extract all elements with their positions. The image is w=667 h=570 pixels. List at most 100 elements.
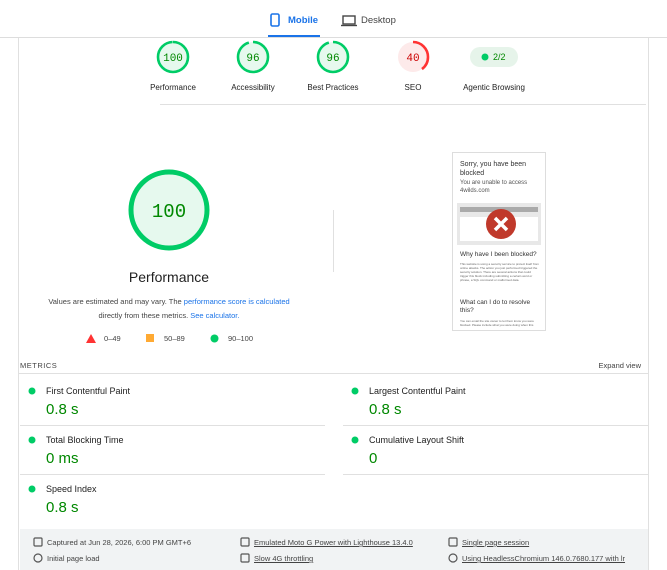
footer-icon [448, 537, 458, 547]
gauge-score: 96 [246, 53, 259, 65]
expand-view[interactable]: Expand view [598, 361, 641, 370]
metric-divider [20, 474, 325, 475]
ss-why-title: Why have I been blocked? [460, 251, 537, 258]
ss-subheading: You are unable to access 4wilds.com [460, 180, 528, 194]
category-gauge[interactable]: 100 [155, 39, 191, 75]
gauge-score: 40 [406, 53, 419, 65]
category-label: SEO [404, 83, 422, 92]
desktop-icon [341, 15, 357, 27]
gauge-score: 96 [326, 53, 339, 65]
calculator-link[interactable]: See calculator. [190, 311, 240, 320]
category-gauge[interactable]: 40 [395, 39, 431, 75]
legend-pass: 90–100 [228, 334, 254, 343]
gauge-fill [318, 42, 348, 72]
gauge-arc [128, 169, 210, 251]
footer-item: Initial page load [47, 554, 100, 563]
legend-average: 50–89 [164, 334, 185, 343]
footer-icon-shape [448, 537, 458, 547]
footer-icon [448, 553, 458, 563]
footer-icon-shape [240, 537, 250, 547]
gauge-fill [131, 172, 207, 248]
note-text: Values are estimated and may vary. The [48, 297, 184, 306]
mobile-icon [270, 13, 280, 27]
gauge-arc [396, 40, 430, 74]
metrics-title: METRICS [20, 361, 58, 370]
metric-value: 0 ms [46, 450, 79, 467]
gauge-arc [236, 40, 270, 74]
final-screenshot: Sorry, you have been blocked You are una… [452, 152, 546, 331]
gauge-score: 100 [163, 53, 183, 65]
gauge-arc [156, 40, 190, 74]
agentic-dot [481, 53, 489, 61]
border-right [648, 38, 649, 570]
category-gauge[interactable]: 96 [315, 39, 351, 75]
gauge-fill [398, 42, 428, 72]
footer-icon-shape [33, 537, 43, 547]
metric-value: 0 [369, 450, 378, 467]
ss-resolve-text: You can email the site owner to let them… [460, 319, 534, 327]
metric-divider [343, 474, 648, 475]
ss-error-icon [486, 209, 516, 239]
metric-pass-dot [28, 485, 36, 493]
metric-label: Largest Contentful Paint [369, 386, 466, 396]
metric-label: Speed Index [46, 484, 97, 494]
metric-pass-dot [351, 436, 359, 444]
legend-fail-icon [86, 334, 96, 343]
metric-icon [28, 485, 36, 493]
metric-pass-dot [28, 387, 36, 395]
performance-note: Values are estimated and may vary. The p… [30, 295, 308, 323]
tab-desktop[interactable]: Desktop [361, 15, 396, 26]
footer-item[interactable]: Using HeadlessChromium 146.0.7680.177 wi… [462, 554, 626, 563]
metric-value: 0.8 s [46, 401, 79, 418]
performance-title: Performance [128, 269, 210, 285]
footer-icon-shape [448, 553, 458, 563]
category-label: Accessibility [231, 83, 275, 92]
footer-item[interactable]: Single page session [462, 538, 530, 547]
tab-divider [0, 37, 667, 38]
category-gauge[interactable]: 96 [235, 39, 271, 75]
metric-divider [20, 425, 325, 426]
agentic-badge-text: 2/2 [493, 52, 506, 62]
gauge-fill [238, 42, 268, 72]
agentic-badge[interactable]: 2/2 [470, 47, 518, 67]
metric-value: 0.8 s [369, 401, 402, 418]
metric-pass-dot [28, 436, 36, 444]
category-label: Best Practices [307, 83, 359, 92]
ss-heading: Sorry, you have been blocked [460, 161, 527, 177]
vertical-divider [333, 210, 334, 272]
metric-pass-dot [351, 387, 359, 395]
category-label: Performance [150, 83, 196, 92]
ss-why-text: This website is using a security service… [460, 262, 539, 282]
performance-gauge: 100 [128, 169, 210, 251]
footer-icon [33, 537, 43, 547]
score-link[interactable]: performance score is calculated [183, 297, 290, 306]
metric-label: Cumulative Layout Shift [369, 435, 465, 445]
footer-item[interactable]: Emulated Moto G Power with Lighthouse 13… [254, 538, 413, 547]
gauge-score: 100 [152, 201, 186, 223]
footer-item[interactable]: Slow 4G throttling [254, 554, 314, 563]
metric-label: Total Blocking Time [46, 435, 124, 445]
gauge-fill [158, 42, 188, 72]
tab-mobile[interactable]: Mobile [288, 15, 319, 26]
metric-icon [351, 436, 359, 444]
metric-icon [351, 387, 359, 395]
metric-icon [28, 436, 36, 444]
footer-icon [240, 537, 250, 547]
footer-icon-shape [240, 553, 250, 563]
gauge-arc [316, 40, 350, 74]
legend-average-icon [146, 334, 154, 342]
ss-resolve-title: What can I do to resolve this? [460, 299, 531, 314]
score-divider [160, 104, 646, 105]
tab-bar: Mobile Desktop [0, 0, 667, 38]
legend-pass-icon [210, 334, 219, 343]
footer-icon-shape [33, 553, 43, 563]
metric-divider [343, 425, 648, 426]
agentic-label: Agentic Browsing [463, 83, 525, 92]
metric-value: 0.8 s [46, 499, 79, 516]
legend-fail: 0–49 [104, 334, 121, 343]
footer-item: Captured at Jun 28, 2026, 6:00 PM GMT+6 [47, 538, 192, 547]
metrics-divider [18, 373, 648, 374]
footer-icon [240, 553, 250, 563]
border-left [18, 38, 19, 570]
